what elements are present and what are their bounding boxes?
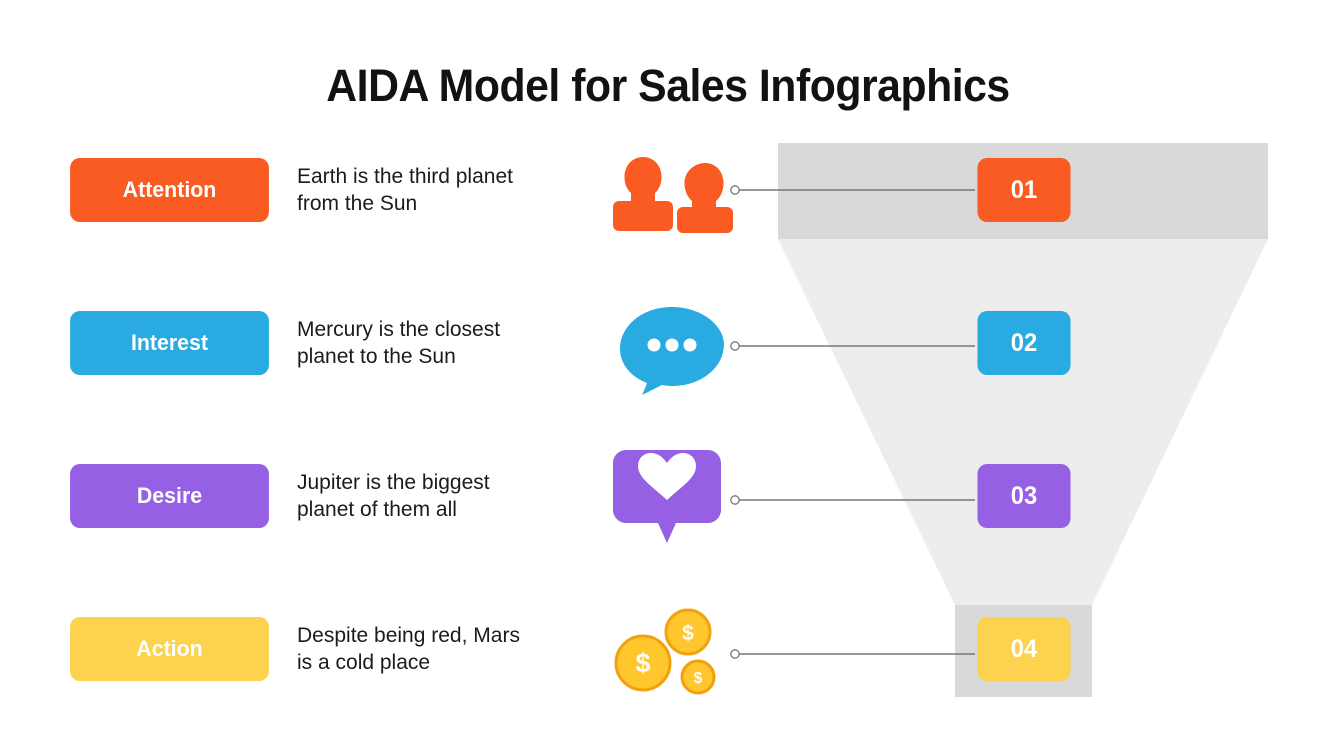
svg-text:$: $ — [694, 670, 703, 687]
svg-text:$: $ — [635, 648, 650, 678]
svg-text:$: $ — [682, 622, 694, 645]
